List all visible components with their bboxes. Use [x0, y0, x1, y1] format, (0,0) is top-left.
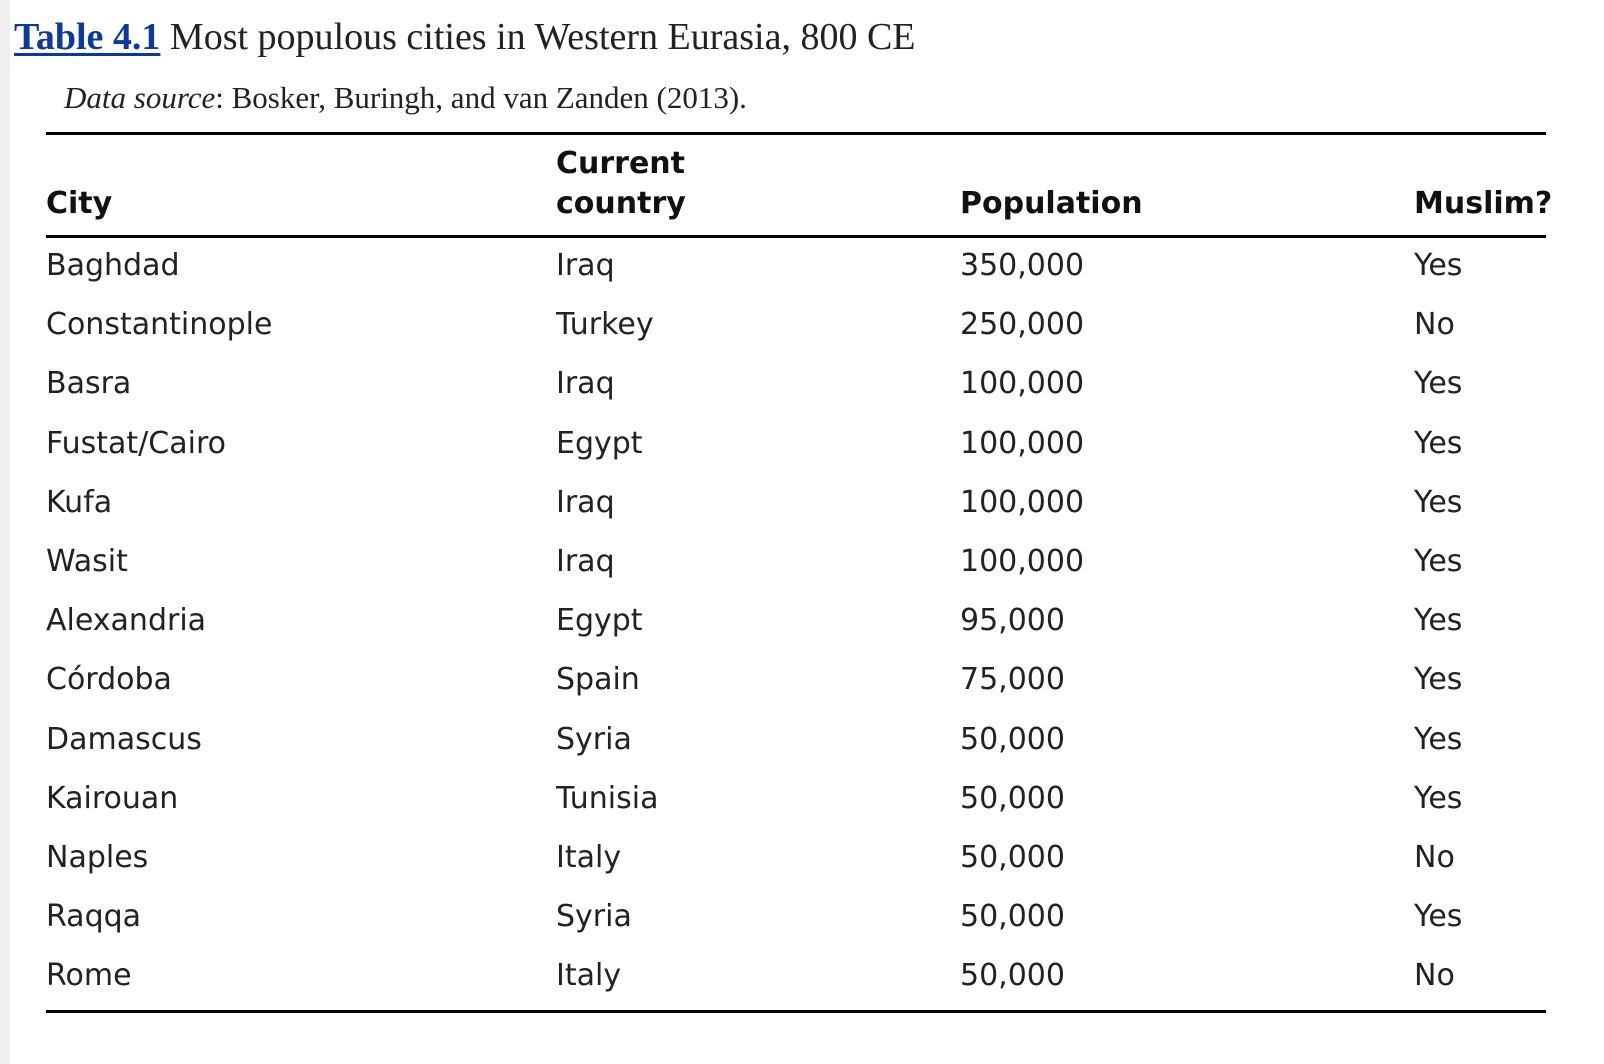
- table-bottom-rule: [46, 1010, 1546, 1013]
- cell-population: 350,000: [960, 248, 1085, 283]
- cell-muslim: Yes: [1414, 543, 1463, 579]
- table-header-rule: [46, 235, 1546, 238]
- table-row: Kairouan Tunisia 50,000 Yes: [46, 777, 1546, 836]
- table-row: Kufa Iraq 100,000 Yes: [46, 481, 1546, 540]
- cell-population: 100,000: [960, 543, 1085, 579]
- cell-country: Iraq: [556, 484, 615, 520]
- data-source-text: : Bosker, Buringh, and van Zanden (2013)…: [215, 80, 747, 115]
- cell-city: Rome: [46, 958, 132, 994]
- cell-population: 50,000: [960, 958, 1065, 994]
- cell-muslim: Yes: [1414, 780, 1463, 816]
- cell-country: Italy: [556, 839, 622, 875]
- cell-city: Basra: [46, 366, 132, 402]
- header-population: Population: [960, 186, 1143, 221]
- cell-muslim: Yes: [1414, 662, 1463, 698]
- cell-country: Iraq: [556, 543, 615, 579]
- cell-city: Córdoba: [46, 662, 172, 698]
- table-row: Baghdad Iraq 350,000 Yes: [46, 244, 1546, 303]
- cell-population: 50,000: [960, 780, 1065, 816]
- cell-city: Alexandria: [46, 603, 207, 639]
- table-row: Rome Italy 50,000 No: [46, 954, 1546, 1013]
- cell-population: 95,000: [960, 603, 1065, 639]
- cell-population: 50,000: [960, 839, 1065, 875]
- cell-city: Wasit: [46, 543, 128, 579]
- cell-country: Tunisia: [556, 780, 659, 816]
- cell-country: Syria: [556, 721, 632, 757]
- cell-muslim: Yes: [1414, 899, 1463, 935]
- cell-country: Italy: [556, 958, 622, 994]
- cell-muslim: No: [1414, 307, 1455, 343]
- table-row: Constantinople Turkey 250,000 No: [46, 303, 1546, 362]
- header-city: City: [46, 186, 113, 221]
- cell-city: Baghdad: [46, 248, 180, 283]
- header-muslim: Muslim?: [1414, 186, 1553, 221]
- cell-population: 50,000: [960, 721, 1065, 757]
- cell-city: Constantinople: [46, 307, 273, 343]
- table-row: Damascus Syria 50,000 Yes: [46, 718, 1546, 777]
- cell-muslim: Yes: [1414, 425, 1463, 461]
- table-row: Basra Iraq 100,000 Yes: [46, 362, 1546, 421]
- table-row: Raqqa Syria 50,000 Yes: [46, 895, 1546, 954]
- cell-muslim: Yes: [1414, 248, 1463, 283]
- table-top-rule: [46, 132, 1546, 135]
- cell-country: Iraq: [556, 248, 615, 283]
- cell-country: Egypt: [556, 603, 643, 639]
- cell-population: 50,000: [960, 899, 1065, 935]
- cell-population: 75,000: [960, 662, 1065, 698]
- cell-muslim: Yes: [1414, 484, 1463, 520]
- table-number-link[interactable]: Table 4.1: [14, 16, 161, 58]
- cell-city: Fustat/Cairo: [46, 425, 226, 461]
- cell-muslim: Yes: [1414, 366, 1463, 402]
- cell-country: Syria: [556, 899, 632, 935]
- cell-population: 100,000: [960, 425, 1085, 461]
- cell-muslim: No: [1414, 839, 1455, 875]
- cell-muslim: Yes: [1414, 603, 1463, 639]
- table-caption: Table 4.1 Most populous cities in Wester…: [14, 14, 916, 60]
- table-title: Most populous cities in Western Eurasia,…: [169, 16, 916, 58]
- cell-population: 100,000: [960, 484, 1085, 520]
- table-row: Naples Italy 50,000 No: [46, 836, 1546, 895]
- table-row: Córdoba Spain 75,000 Yes: [46, 658, 1546, 717]
- header-current-country: Current country: [556, 146, 686, 221]
- cell-country: Spain: [556, 662, 640, 698]
- table-row: Wasit Iraq 100,000 Yes: [46, 540, 1546, 599]
- cell-population: 100,000: [960, 366, 1085, 402]
- cell-muslim: Yes: [1414, 721, 1463, 757]
- data-source-label: Data source: [64, 80, 216, 115]
- cell-country: Turkey: [556, 307, 654, 343]
- cell-city: Naples: [46, 839, 149, 875]
- cell-muslim: No: [1414, 958, 1455, 994]
- left-margin-strip: [0, 0, 10, 1064]
- table-row: Fustat/Cairo Egypt 100,000 Yes: [46, 422, 1546, 481]
- table-row: Alexandria Egypt 95,000 Yes: [46, 599, 1546, 658]
- cell-country: Egypt: [556, 425, 643, 461]
- cell-population: 250,000: [960, 307, 1085, 343]
- cell-city: Raqqa: [46, 899, 142, 935]
- cell-city: Damascus: [46, 721, 202, 757]
- cell-country: Iraq: [556, 366, 615, 402]
- table-body: Baghdad Iraq 350,000 Yes Constantinople Turke…: [46, 244, 1546, 1013]
- cell-city: Kufa: [46, 484, 113, 520]
- data-source-note: Data source: Bosker, Buringh, and van Za…: [64, 78, 747, 118]
- cell-city: Kairouan: [46, 780, 179, 816]
